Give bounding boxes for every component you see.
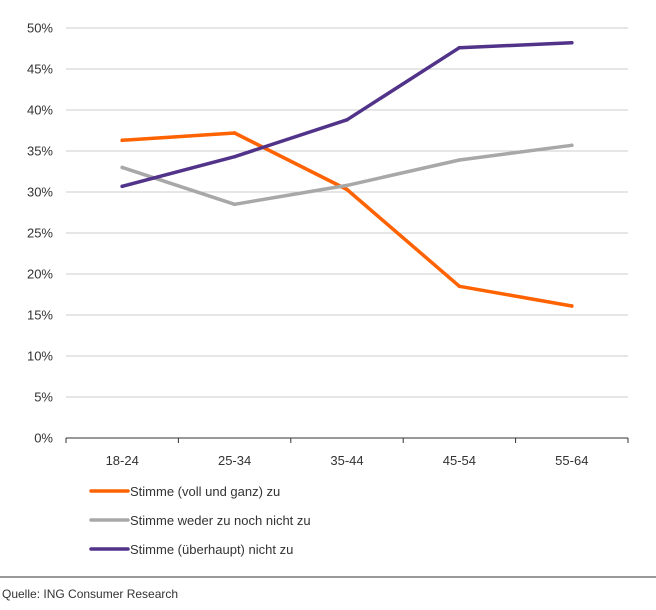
legend-item: Stimme (voll und ganz) zu	[89, 484, 280, 499]
x-tick-label: 25-34	[218, 453, 251, 468]
data-point	[345, 183, 349, 188]
y-tick-label: 25%	[27, 226, 53, 241]
y-tick-label: 20%	[27, 267, 53, 282]
legend-item: Stimme (überhaupt) nicht zu	[89, 542, 293, 557]
y-tick-label: 50%	[27, 21, 53, 36]
y-tick-label: 5%	[34, 390, 53, 405]
y-tick-label: 15%	[27, 308, 53, 323]
data-point	[232, 202, 237, 207]
x-tick-label: 35-44	[330, 453, 363, 468]
x-axis	[65, 437, 629, 443]
series-lines	[120, 40, 574, 308]
data-point	[232, 131, 237, 135]
x-tick-label: 45-54	[443, 453, 476, 468]
source-note: Quelle: ING Consumer Research	[2, 587, 178, 601]
data-point	[120, 184, 124, 189]
legend-label: Stimme (überhaupt) nicht zu	[130, 542, 293, 557]
legend-item: Stimme weder zu noch nicht zu	[89, 513, 311, 528]
data-point	[570, 143, 574, 148]
x-tick-label: 55-64	[555, 453, 588, 468]
data-point	[345, 118, 349, 122]
legend: Stimme (voll und ganz) zu Stimme weder zu…	[89, 484, 311, 557]
data-point	[570, 304, 574, 308]
data-point	[457, 45, 462, 50]
data-point	[120, 138, 124, 143]
data-point	[570, 40, 574, 45]
grid-lines	[66, 27, 628, 398]
series-line-2	[120, 143, 574, 207]
data-point	[457, 284, 462, 289]
y-tick-label: 0%	[34, 431, 53, 446]
data-point	[345, 187, 349, 192]
y-tick-label: 10%	[27, 349, 53, 364]
x-axis-tick-labels: 18-24 25-34 35-44 45-54 55-64	[106, 453, 589, 468]
series-line-3	[120, 41, 574, 189]
y-axis-tick-labels: 0% 5% 10% 15% 20% 25% 30% 35% 40% 45% 50%	[27, 21, 53, 446]
y-tick-label: 35%	[27, 144, 53, 159]
legend-label: Stimme (voll und ganz) zu	[130, 484, 280, 499]
data-point	[457, 158, 462, 162]
data-point	[232, 154, 237, 159]
x-tick-label: 18-24	[106, 453, 139, 468]
legend-label: Stimme weder zu noch nicht zu	[130, 513, 311, 528]
data-point	[120, 165, 124, 170]
series-line-1	[120, 131, 574, 308]
y-tick-label: 30%	[27, 185, 53, 200]
y-tick-label: 45%	[27, 62, 53, 77]
y-tick-label: 40%	[27, 103, 53, 118]
